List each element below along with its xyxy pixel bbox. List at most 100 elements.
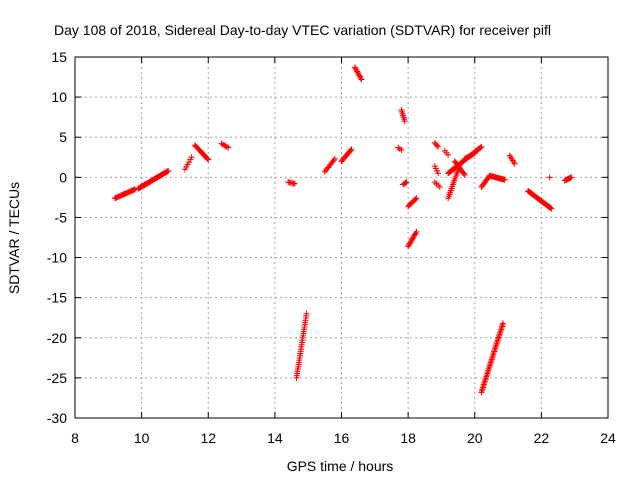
data-point — [412, 196, 419, 203]
data-point — [500, 320, 507, 327]
data-series-segment — [285, 179, 298, 187]
data-point — [403, 179, 410, 186]
data-point — [357, 75, 364, 82]
data-point — [358, 76, 365, 83]
data-point — [398, 147, 405, 154]
x-tick-label: 18 — [400, 430, 416, 446]
data-point — [356, 72, 363, 79]
data-series-segment — [405, 228, 420, 250]
data-point — [354, 69, 361, 76]
data-series-segment — [405, 195, 420, 210]
x-tick-label: 14 — [267, 430, 283, 446]
data-point — [401, 118, 408, 125]
data-series-segment — [400, 179, 410, 188]
data-point — [413, 195, 420, 202]
data-point — [546, 204, 553, 211]
x-tick-label: 16 — [334, 430, 350, 446]
data-point — [330, 157, 337, 164]
data-series-segment — [506, 152, 518, 167]
data-point — [131, 186, 138, 193]
y-tick-label: -30 — [47, 410, 67, 426]
y-tick-label: -20 — [47, 330, 67, 346]
y-tick-label: 15 — [51, 49, 67, 65]
data-point — [435, 170, 442, 177]
y-tick-label: 0 — [59, 169, 67, 185]
data-point — [548, 205, 555, 212]
data-series-segment — [486, 172, 508, 183]
data-series-segment — [525, 187, 555, 212]
data-point — [470, 150, 477, 157]
data-point — [348, 146, 355, 153]
data-point — [402, 179, 409, 186]
data-point — [412, 230, 419, 237]
y-tick-label: 5 — [59, 129, 67, 145]
x-tick-label: 22 — [534, 430, 550, 446]
data-point — [460, 170, 467, 177]
data-series-segment — [111, 186, 138, 202]
data-series-segment — [351, 64, 365, 83]
data-series-segment — [398, 106, 408, 125]
data-series-segment — [461, 150, 478, 162]
data-series-segment — [431, 139, 442, 150]
data-point — [188, 154, 195, 161]
data-point — [352, 65, 359, 72]
data-point — [204, 155, 211, 162]
data-point — [568, 174, 575, 181]
data-points — [111, 64, 575, 396]
data-series-segment — [478, 320, 507, 396]
data-point — [461, 171, 468, 178]
axis-ticks: 8 10 12 14 16 18 20 22 24 15 10 5 0 -5 -10 -15 -20 -25 -30 — [47, 49, 616, 446]
data-point — [354, 68, 361, 75]
y-tick-label: -25 — [47, 370, 67, 386]
data-point — [546, 174, 553, 181]
data-point — [205, 156, 212, 163]
data-point — [331, 155, 338, 162]
data-point — [351, 64, 358, 71]
data-series-segment — [441, 147, 452, 158]
data-point — [501, 176, 508, 183]
data-series-segment — [293, 310, 310, 381]
data-series-segment — [451, 158, 468, 178]
x-axis-label: GPS time / hours — [287, 458, 394, 474]
data-series-segment — [321, 155, 338, 175]
data-point — [353, 67, 360, 74]
data-point — [357, 73, 364, 80]
x-tick-label: 10 — [134, 430, 150, 446]
data-point — [547, 205, 554, 212]
data-point — [433, 142, 440, 149]
data-point — [413, 228, 420, 235]
data-series-segment — [431, 179, 443, 190]
data-series-segment — [135, 167, 172, 192]
x-tick-label: 12 — [200, 430, 216, 446]
data-point — [165, 167, 172, 174]
x-tick-label: 24 — [600, 430, 616, 446]
data-series-segment — [181, 154, 195, 173]
data-point — [478, 143, 485, 150]
gridlines — [75, 57, 608, 418]
data-point — [436, 183, 443, 190]
y-tick-label: 10 — [51, 89, 67, 105]
data-point — [435, 143, 442, 150]
data-point — [477, 144, 484, 151]
data-series-segment — [395, 144, 405, 154]
data-series-segment — [218, 140, 232, 151]
y-tick-label: -5 — [55, 209, 68, 225]
data-point — [291, 180, 298, 187]
data-point — [225, 144, 232, 151]
x-tick-label: 20 — [467, 430, 483, 446]
data-point — [471, 150, 478, 157]
data-series-segment — [561, 174, 575, 184]
y-axis-label: SDTVAR / TECUs — [6, 182, 22, 294]
data-point — [511, 160, 518, 167]
data-point — [223, 143, 230, 150]
x-tick-label: 8 — [71, 430, 79, 446]
chart-title: Day 108 of 2018, Sidereal Day-to-day VTE… — [54, 22, 551, 38]
y-tick-label: -15 — [47, 290, 67, 306]
data-point — [347, 147, 354, 154]
data-series-segment — [431, 163, 442, 177]
data-series-segment — [338, 146, 355, 165]
data-point — [445, 151, 452, 158]
data-series-segment — [546, 174, 553, 181]
